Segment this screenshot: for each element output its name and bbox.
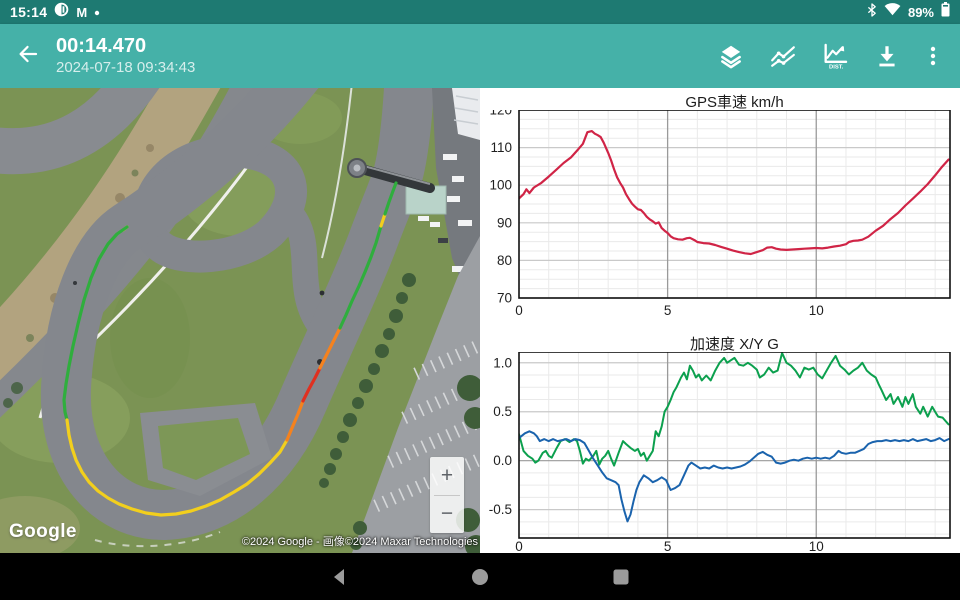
more-notifications-dot xyxy=(94,3,100,21)
app-bar-actions: DIST. xyxy=(712,34,960,78)
wifi-icon xyxy=(884,3,901,21)
series-accel-x xyxy=(519,430,950,523)
nav-home-icon xyxy=(472,568,488,585)
speed-chart: 120 110 100 90 80 700 5 10 xyxy=(489,110,951,318)
zoom-out-button[interactable]: − xyxy=(440,502,454,526)
nav-recents-button[interactable] xyxy=(597,557,645,597)
charts-panel: GPS車速 km/h 120 110 100 90 80 70 0 5 10 加速度 X/Y G… xyxy=(480,88,960,553)
download-button[interactable] xyxy=(868,34,906,78)
svg-text:70: 70 xyxy=(497,291,512,306)
google-logo: Google xyxy=(9,521,77,542)
battery-percent: 89% xyxy=(907,4,934,20)
svg-text:0: 0 xyxy=(515,539,523,553)
lap-header: 00:14.470 2024-07-18 09:34:43 xyxy=(56,34,195,78)
map-zoom-control: + − xyxy=(430,457,464,533)
svg-text:100: 100 xyxy=(489,178,512,193)
layers-icon xyxy=(721,45,741,69)
nav-home-button[interactable] xyxy=(456,557,504,597)
download-icon xyxy=(879,46,895,67)
app-bar: 00:14.470 2024-07-18 09:34:43 xyxy=(0,24,960,88)
svg-text:0.0: 0.0 xyxy=(493,453,512,468)
notification-app-icon xyxy=(54,2,69,22)
line-charts-icon xyxy=(771,46,795,67)
svg-text:10: 10 xyxy=(809,539,824,553)
svg-text:1.0: 1.0 xyxy=(493,355,512,370)
satellite-map[interactable]: + − Google ©2024 Google - 画像©2024 Maxar … xyxy=(0,88,480,553)
zoom-in-button[interactable]: + xyxy=(440,463,454,487)
svg-text:120: 120 xyxy=(489,110,512,118)
accel-chart-title: 加速度 X/Y G xyxy=(690,336,779,353)
svg-text:110: 110 xyxy=(490,140,512,155)
overflow-menu-button[interactable] xyxy=(920,34,946,78)
accel-chart: 1.0 0.5 0.0 -0.5 0 5 10 xyxy=(489,352,951,553)
map-infield-apron xyxy=(140,403,272,496)
gmail-icon: M xyxy=(76,4,88,20)
svg-text:-0.5: -0.5 xyxy=(489,502,512,517)
lap-datetime: 2024-07-18 09:34:43 xyxy=(56,59,196,77)
gps-trace xyxy=(62,181,398,517)
map-bridge-and-buildings xyxy=(347,158,447,227)
back-arrow-icon xyxy=(16,42,40,71)
svg-text:10: 10 xyxy=(809,303,824,318)
zoom-control-divider xyxy=(434,494,460,496)
back-button[interactable] xyxy=(0,24,56,88)
status-clock: 15:14 xyxy=(10,4,48,20)
svg-text:0: 0 xyxy=(515,303,523,318)
nav-recents-icon xyxy=(613,569,629,584)
speed-chart-title: GPS車速 km/h xyxy=(685,94,784,111)
svg-text:5: 5 xyxy=(664,303,672,318)
bluetooth-icon xyxy=(867,2,877,22)
svg-text:5: 5 xyxy=(664,539,672,553)
nav-back-button[interactable] xyxy=(315,557,363,597)
svg-text:90: 90 xyxy=(497,215,512,230)
svg-text:80: 80 xyxy=(497,253,512,268)
svg-text:DIST.: DIST. xyxy=(829,64,844,70)
android-nav-bar xyxy=(0,553,960,600)
series-gps-speed xyxy=(519,130,950,256)
status-bar: 15:14 M xyxy=(0,0,960,24)
distance-chart-icon: DIST. xyxy=(824,43,848,70)
lap-time: 00:14.470 xyxy=(56,35,147,58)
map-attribution: ©2024 Google - 画像©2024 Maxar Technologie… xyxy=(241,536,478,548)
line-charts-button[interactable] xyxy=(764,34,802,78)
overflow-menu-icon xyxy=(930,46,936,66)
layers-button[interactable] xyxy=(712,34,750,78)
distance-chart-button[interactable]: DIST. xyxy=(816,34,854,78)
series-accel-y xyxy=(519,352,950,467)
battery-icon xyxy=(941,2,950,22)
svg-text:0.5: 0.5 xyxy=(493,404,512,419)
nav-back-icon xyxy=(334,568,344,585)
